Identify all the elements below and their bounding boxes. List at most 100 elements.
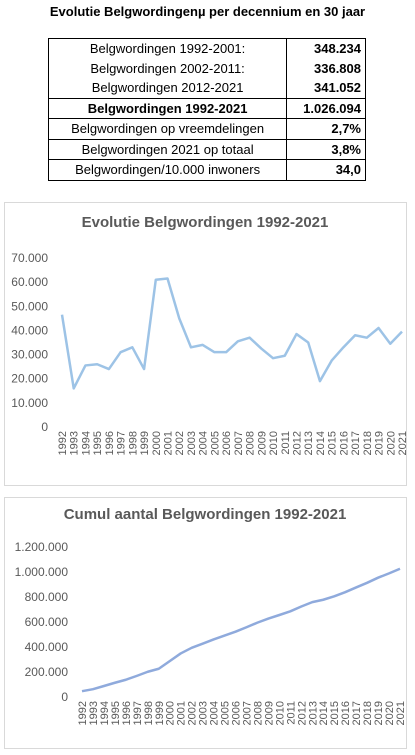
y-tick-label: 70.000 <box>11 251 48 265</box>
x-tick-label: 2001 <box>176 701 188 725</box>
x-tick-label: 2010 <box>274 701 286 725</box>
table-row: Belgwordingen/10.000 inwoners 34,0 <box>47 159 366 181</box>
y-tick-label: 1.000.000 <box>15 565 69 579</box>
x-tick-label: 2020 <box>384 701 396 725</box>
x-tick-label: 2018 <box>362 701 374 725</box>
chart-frame <box>4 202 407 486</box>
x-tick-label: 2014 <box>315 431 327 455</box>
row-value: 348.234 <box>286 38 366 59</box>
chart-frame <box>4 497 407 749</box>
y-tick-label: 800.000 <box>25 590 69 604</box>
x-tick-label: 1997 <box>132 701 144 725</box>
x-tick-label: 2001 <box>163 431 175 455</box>
x-tick-label: 1994 <box>99 701 111 725</box>
x-tick-label: 1999 <box>154 701 166 725</box>
summary-table: Belgwordingen 1992-2001: 348.234 Belgwordi… <box>47 38 366 181</box>
y-tick-label: 600.000 <box>25 615 69 629</box>
x-tick-label: 2000 <box>151 431 163 455</box>
table-row: Belgwordingen 2002-2011: 336.808 <box>47 58 366 78</box>
x-tick-label: 1993 <box>88 701 100 725</box>
x-tick-label: 2012 <box>296 701 308 725</box>
x-tick-label: 2010 <box>268 431 280 455</box>
y-tick-label: 60.000 <box>11 275 48 289</box>
x-tick-label: 2002 <box>187 701 199 725</box>
x-tick-label: 1998 <box>127 431 139 455</box>
x-tick-label: 2017 <box>351 701 363 725</box>
x-tick-label: 2015 <box>327 431 339 455</box>
x-tick-label: 2005 <box>209 431 221 455</box>
x-tick-label: 1998 <box>143 701 155 725</box>
x-tick-label: 2011 <box>285 701 297 725</box>
x-tick-label: 2007 <box>241 701 253 725</box>
x-tick-label: 2020 <box>385 431 397 455</box>
x-tick-label: 2006 <box>221 431 233 455</box>
x-tick-label: 1995 <box>92 431 104 455</box>
x-tick-label: 2016 <box>338 431 350 455</box>
x-tick-label: 2005 <box>220 701 232 725</box>
x-tick-label: 2013 <box>307 701 319 725</box>
table-row: Belgwordingen 1992-2001: 348.234 <box>47 38 366 59</box>
x-tick-label: 2011 <box>280 431 292 455</box>
x-tick-label: 2008 <box>252 701 264 725</box>
row-label: Belgwordingen 2012-2021 <box>47 78 288 98</box>
y-tick-label: 400.000 <box>25 640 69 654</box>
x-tick-label: 2003 <box>186 431 198 455</box>
x-tick-label: 2013 <box>303 431 315 455</box>
x-tick-label: 2003 <box>198 701 210 725</box>
x-tick-label: 1996 <box>104 431 116 455</box>
x-tick-label: 2012 <box>291 431 303 455</box>
x-tick-label: 2019 <box>373 701 385 725</box>
x-tick-label: 1997 <box>116 431 128 455</box>
y-tick-label: 10.000 <box>11 396 48 410</box>
table-row: Belgwordingen 1992-2021 1.026.094 <box>47 97 366 119</box>
y-tick-label: 50.000 <box>11 299 48 313</box>
y-tick-label: 40.000 <box>11 323 48 337</box>
x-tick-label: 2004 <box>209 701 221 725</box>
y-tick-label: 0 <box>61 690 68 704</box>
x-tick-label: 2008 <box>245 431 257 455</box>
x-tick-label: 2014 <box>318 701 330 725</box>
page-title: Evolutie Belgwordingenµ per decennium en… <box>49 4 366 19</box>
x-tick-label: 2009 <box>263 701 275 725</box>
x-tick-label: 2002 <box>174 431 186 455</box>
y-tick-label: 200.000 <box>25 665 69 679</box>
table-row: Belgwordingen 2012-2021 341.052 <box>47 78 366 98</box>
x-tick-label: 1992 <box>77 701 89 725</box>
x-tick-label: 1994 <box>80 431 92 455</box>
x-tick-label: 1992 <box>57 431 69 455</box>
x-tick-label: 2018 <box>362 431 374 455</box>
x-tick-label: 2016 <box>340 701 352 725</box>
y-tick-label: 1.200.000 <box>15 540 69 554</box>
row-label: Belgwordingen 2002-2011: <box>47 58 288 78</box>
row-value: 1.026.094 <box>286 97 366 119</box>
data-line <box>60 277 403 390</box>
x-tick-label: 1999 <box>139 431 151 455</box>
x-tick-label: 2021 <box>397 431 409 455</box>
x-tick-label: 2007 <box>233 431 245 455</box>
x-tick-label: 2006 <box>231 701 243 725</box>
chart-title: Cumul aantal Belgwordingen 1992-2021 <box>64 506 347 523</box>
row-label: Belgwordingen 1992-2021 <box>47 97 288 119</box>
x-tick-label: 1993 <box>69 431 81 455</box>
chart-title: Evolutie Belgwordingen 1992-2021 <box>82 214 329 231</box>
y-tick-label: 20.000 <box>11 372 48 386</box>
x-tick-label: 1996 <box>121 701 133 725</box>
x-tick-label: 2000 <box>165 701 177 725</box>
x-tick-label: 2019 <box>374 431 386 455</box>
data-line <box>81 567 401 693</box>
y-tick-label: 0 <box>41 420 48 434</box>
row-label: Belgwordingen 1992-2001: <box>47 38 288 59</box>
x-tick-label: 2015 <box>329 701 341 725</box>
x-tick-label: 2009 <box>256 431 268 455</box>
row-value: 34,0 <box>286 159 366 181</box>
row-label: Belgwordingen/10.000 inwoners <box>47 159 288 181</box>
table-row: Belgwordingen op vreemdelingen 2,7% <box>47 118 366 140</box>
x-tick-label: 2017 <box>350 431 362 455</box>
x-tick-label: 2004 <box>198 431 210 455</box>
x-tick-label: 1995 <box>110 701 122 725</box>
y-tick-label: 30.000 <box>11 348 48 362</box>
x-tick-label: 2021 <box>395 701 407 725</box>
row-value: 341.052 <box>286 78 366 98</box>
